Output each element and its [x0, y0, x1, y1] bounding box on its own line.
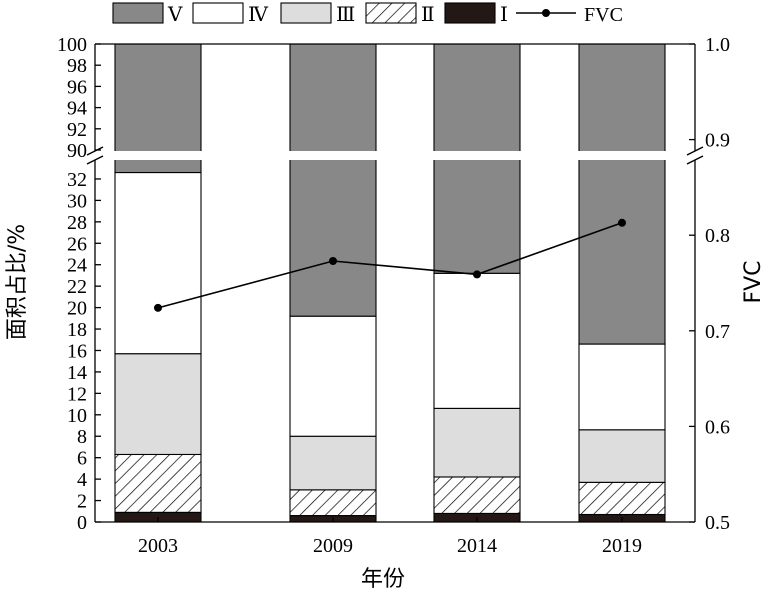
y-axis-title: 面积占比/% — [5, 224, 30, 340]
bar-2019-series-3 — [578, 429, 666, 483]
y-tick-label: 26 — [67, 233, 87, 255]
legend-swatch-3 — [280, 2, 332, 24]
y-tick-label: 30 — [67, 190, 87, 212]
y-tick-label: 6 — [77, 448, 87, 470]
legend-label-4: Ⅱ — [421, 4, 435, 26]
y-tick-label: 18 — [67, 319, 87, 341]
y2-tick-label: 0.7 — [705, 321, 730, 343]
x-tick-label: 2003 — [138, 535, 178, 557]
bar-2009-series-2 — [289, 489, 377, 517]
y-upper-tick-label: 98 — [67, 55, 87, 77]
fvc-point-2019 — [618, 218, 626, 227]
y-tick-label: 12 — [67, 383, 87, 405]
legend-label-2: Ⅳ — [248, 4, 269, 26]
legend: Ⅴ Ⅳ Ⅲ Ⅱ Ⅰ FVC — [112, 2, 623, 26]
y-tick-label: 0 — [77, 512, 87, 534]
x-axis-title: 年份 — [361, 567, 405, 592]
y-tick-label: 14 — [67, 362, 87, 384]
x-tick-label: 2009 — [313, 535, 353, 557]
bars-group — [114, 44, 666, 522]
y-tick-label: 16 — [67, 340, 87, 362]
legend-swatch-5 — [444, 2, 496, 24]
bar-2009-series-5 — [289, 44, 377, 317]
y-upper-tick-label: 90 — [67, 140, 87, 162]
y-tick-label: 8 — [77, 426, 87, 448]
bar-2009-series-3 — [289, 435, 377, 491]
bar-2003-series-3 — [114, 353, 202, 456]
bar-2014-series-4 — [433, 272, 521, 409]
fvc-point-2003 — [154, 303, 162, 312]
y2-tick-label: 0.9 — [705, 130, 730, 152]
legend-marker-fvc — [542, 9, 550, 17]
y2-tick-label: 1.0 — [705, 34, 730, 56]
axis-break-gap — [81, 151, 709, 160]
bar-2009-series-4 — [289, 315, 377, 437]
legend-label-fvc: FVC — [584, 4, 623, 26]
y2-tick-label: 0.5 — [705, 512, 730, 534]
y-tick-label: 20 — [67, 298, 87, 320]
fvc-line-group — [154, 218, 626, 312]
y2-tick-label: 0.8 — [705, 225, 730, 247]
fvc-point-2009 — [329, 257, 337, 266]
bar-2019-series-2 — [578, 481, 666, 516]
axes-group: 0246810121416182022242628303290929496981… — [57, 34, 730, 557]
y-tick-label: 22 — [67, 276, 87, 298]
y-upper-tick-label: 100 — [57, 34, 87, 56]
y-tick-label: 24 — [67, 255, 87, 277]
y2-tick-label: 0.6 — [705, 416, 730, 438]
bar-2003-series-4 — [114, 171, 202, 355]
legend-label-1: Ⅴ — [167, 4, 183, 26]
x-tick-label: 2019 — [602, 535, 642, 557]
y-upper-tick-label: 92 — [67, 119, 87, 141]
legend-swatch-2 — [192, 2, 244, 24]
y-tick-label: 28 — [67, 212, 87, 234]
fvc-point-2014 — [473, 270, 481, 279]
y-tick-label: 32 — [67, 169, 87, 191]
x-tick-label: 2014 — [457, 535, 497, 557]
y-upper-tick-label: 96 — [67, 76, 87, 98]
legend-swatch-1 — [112, 2, 164, 24]
y-tick-label: 10 — [67, 405, 87, 427]
legend-swatch-4 — [365, 2, 417, 24]
bar-2003-series-2 — [114, 453, 202, 513]
bar-2014-series-3 — [433, 407, 521, 478]
legend-label-5: Ⅰ — [500, 4, 508, 26]
fvc-polyline — [157, 222, 623, 309]
legend-label-3: Ⅲ — [336, 4, 355, 26]
bar-2019-series-5 — [578, 44, 666, 345]
y-tick-label: 4 — [77, 469, 87, 491]
y-upper-tick-label: 94 — [67, 98, 87, 120]
bar-2014-series-2 — [433, 476, 521, 514]
bar-2019-series-4 — [578, 343, 666, 431]
y-tick-label: 2 — [77, 491, 87, 513]
y2-axis-title: FVC — [741, 260, 765, 303]
